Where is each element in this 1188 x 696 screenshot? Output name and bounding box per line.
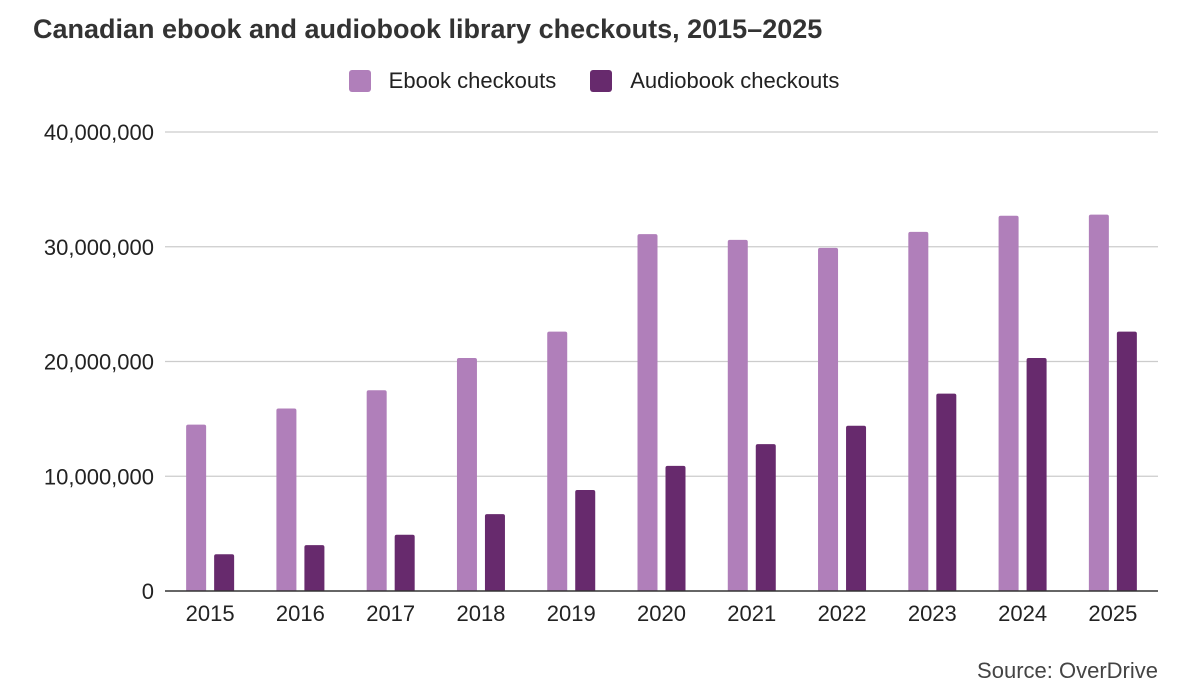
bar-audiobook [214, 554, 235, 591]
bar-audiobook [304, 545, 325, 591]
bar-audiobook [755, 444, 776, 591]
x-tick-label: 2024 [998, 601, 1047, 626]
bar-ebook [818, 247, 839, 591]
legend-swatch-audiobook [590, 70, 613, 92]
legend-item-audiobook[interactable]: Audiobook checkouts [590, 68, 839, 94]
bar-ebook [186, 424, 207, 591]
bar-audiobook [936, 393, 957, 591]
x-tick-label: 2023 [908, 601, 957, 626]
y-tick-label: 30,000,000 [44, 235, 154, 260]
x-tick-label: 2022 [818, 601, 867, 626]
x-tick-label: 2015 [186, 601, 235, 626]
x-tick-label: 2018 [456, 601, 505, 626]
legend-label-ebook: Ebook checkouts [388, 68, 557, 93]
x-tick-label: 2016 [276, 601, 325, 626]
y-tick-label: 0 [142, 579, 154, 604]
chart-title: Canadian ebook and audiobook library che… [33, 14, 823, 44]
x-tick-label: 2025 [1088, 601, 1137, 626]
bar-audiobook [394, 534, 415, 591]
bar-ebook [366, 390, 387, 591]
bar-audiobook [846, 425, 867, 591]
bar-ebook [908, 231, 929, 591]
legend-item-ebook[interactable]: Ebook checkouts [348, 68, 557, 94]
y-tick-label: 40,000,000 [44, 120, 154, 145]
bar-audiobook [665, 465, 686, 591]
bar-ebook [456, 358, 477, 591]
bar-ebook [998, 215, 1019, 591]
x-tick-label: 2017 [366, 601, 415, 626]
bar-ebook [637, 234, 658, 591]
bar-ebook [1088, 214, 1109, 591]
legend-swatch-ebook [348, 70, 371, 92]
source-note: Source: OverDrive [977, 658, 1158, 683]
legend-label-audiobook: Audiobook checkouts [630, 68, 840, 93]
x-tick-label: 2021 [727, 601, 776, 626]
x-tick-label: 2019 [547, 601, 596, 626]
bar-audiobook [575, 490, 596, 591]
bar-ebook [727, 239, 748, 592]
y-tick-label: 10,000,000 [44, 464, 154, 489]
bar-audiobook [484, 514, 505, 591]
bar-ebook [547, 331, 568, 591]
bar-audiobook [1026, 358, 1047, 591]
x-tick-label: 2020 [637, 601, 686, 626]
bar-ebook [276, 408, 297, 591]
bar-audiobook [1116, 331, 1137, 591]
y-tick-label: 20,000,000 [44, 350, 154, 375]
chart-legend: Ebook checkouts Audiobook checkouts [0, 68, 1188, 94]
